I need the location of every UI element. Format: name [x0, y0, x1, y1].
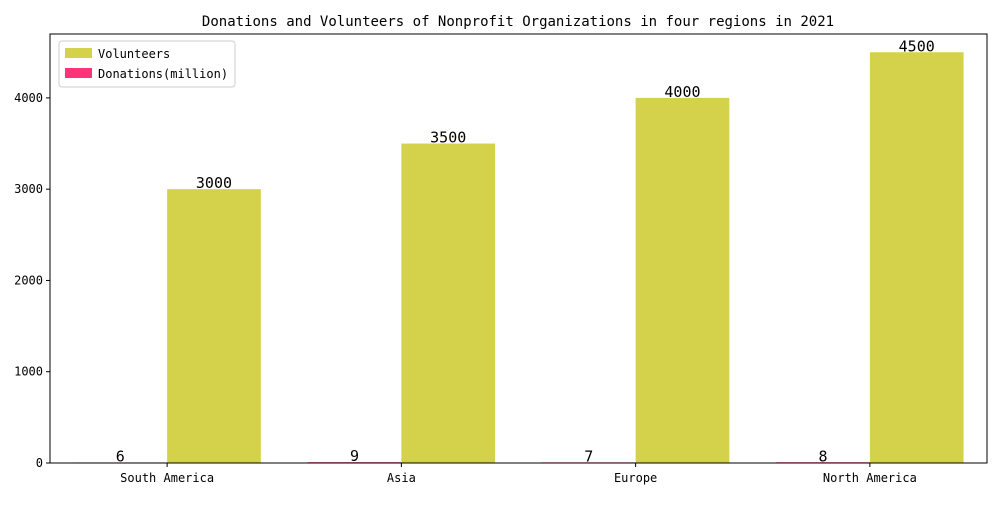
y-tick-label: 0 — [36, 456, 43, 470]
legend-label: Donations(million) — [98, 67, 228, 81]
data-label: 4500 — [899, 37, 935, 55]
legend: Volunteers Donations(million) — [58, 40, 236, 88]
data-label: 4000 — [664, 83, 700, 101]
data-label: 3000 — [196, 174, 232, 192]
legend-swatch — [65, 68, 92, 78]
legend-box — [58, 40, 236, 88]
x-tick-label: North America — [823, 471, 917, 485]
y-tick-label: 4000 — [14, 91, 43, 105]
y-tick-label: 3000 — [14, 182, 43, 196]
bar — [869, 52, 964, 464]
y-tick-label: 1000 — [14, 365, 43, 379]
bar — [635, 97, 730, 463]
bar — [401, 143, 496, 463]
chart-title: Donations and Volunteers of Nonprofit Or… — [202, 14, 834, 30]
bar — [167, 189, 261, 463]
plot-frame — [49, 33, 988, 464]
plot-area: 6 3000 9 3500 7 4000 8 4500 0 1000 2000 3000 4000 Sou… — [14, 33, 988, 485]
data-label: 7 — [584, 447, 593, 465]
x-tick-label: Europe — [614, 471, 657, 485]
data-label: 8 — [819, 447, 828, 465]
data-label: 3500 — [430, 129, 466, 147]
data-label: 6 — [116, 447, 125, 465]
x-tick-label: South America — [120, 471, 214, 485]
data-label: 9 — [350, 447, 359, 465]
legend-swatch — [65, 48, 92, 58]
y-tick-label: 2000 — [14, 273, 43, 287]
x-tick-label: Asia — [387, 471, 416, 485]
legend-label: Volunteers — [98, 47, 170, 61]
